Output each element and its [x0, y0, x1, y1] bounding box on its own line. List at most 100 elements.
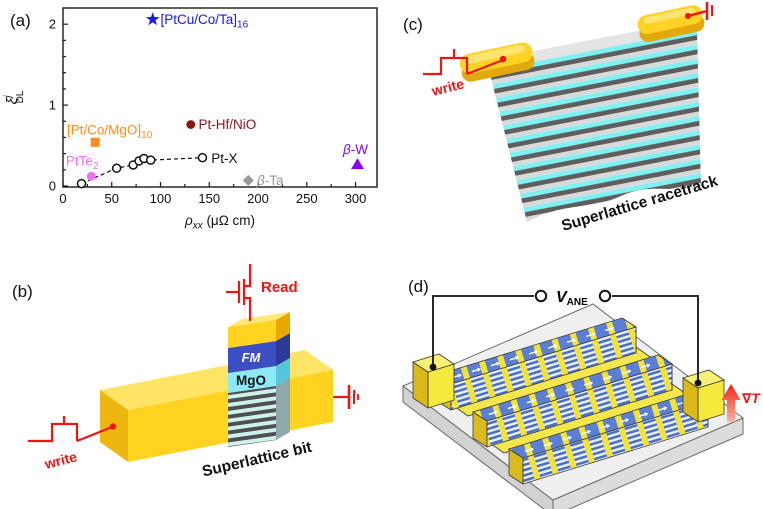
ground-icon — [687, 2, 713, 20]
axes-box — [62, 7, 378, 188]
marker-[PtCu/Co/Ta]16 — [145, 12, 160, 26]
bit-arrow-head — [553, 344, 557, 349]
y-tick-label: 2 — [49, 17, 56, 32]
cap-side-face — [276, 312, 290, 341]
mgo-side-face — [276, 358, 290, 386]
annotation-[Pt/Co/MgO]10: [Pt/Co/MgO]10 — [67, 123, 153, 142]
panel-a-spin-torque-chart: (a) 0 50 100 150 200 250 300 0 1 2 ρxx (μΩ cm) ξjDL… — [3, 7, 378, 232]
bit-arrow-head — [548, 441, 553, 446]
panel-b-bit-diagram: (b) FM MgO — [12, 264, 359, 481]
bit-arrow-head — [476, 367, 481, 372]
x-tick-label: 150 — [198, 191, 220, 206]
x-tick-label: 0 — [59, 191, 66, 206]
bit-arrow-head — [625, 418, 629, 423]
marker-PtTe2 — [86, 171, 96, 181]
annotation-β-Ta: β-Ta — [256, 173, 284, 188]
chart-area: 0 50 100 150 200 250 300 0 1 2 ρxx (μΩ cm) ξjDL Pt-X… — [3, 7, 378, 232]
annotation-Pt-Hf/NiO: Pt-Hf/NiO — [199, 117, 257, 132]
ground-contact-dot — [685, 13, 691, 19]
panel-tag-a: (a) — [10, 11, 31, 30]
bit-arrow-head — [570, 387, 574, 392]
read-label: Read — [261, 279, 298, 296]
panel-tag-c: (c) — [403, 15, 423, 34]
bit-arrow-head — [493, 410, 498, 415]
bit-arrow-head — [457, 373, 462, 378]
annotation-[PtCu/Co/Ta]16: [PtCu/Co/Ta]16 — [161, 12, 249, 31]
annotation-PtTe2: PtTe2 — [66, 153, 99, 172]
y-axis-label: ξjDL — [3, 90, 26, 104]
mgo-label: MgO — [236, 373, 266, 388]
bit-pillar: FM MgO — [228, 312, 290, 447]
measurement-wires — [432, 295, 699, 383]
bit-arrow-head — [534, 350, 538, 355]
cap-front-face — [228, 320, 276, 348]
marker-Pt-X — [146, 155, 156, 165]
bit-arrow-head — [591, 332, 595, 337]
bit-arrow-head — [663, 406, 667, 411]
bit-arrow-head — [646, 363, 650, 368]
x-axis-label: ρxx (μΩ cm) — [184, 213, 255, 232]
bit-arrow-head — [572, 338, 576, 343]
write-pulse-icon-b — [28, 416, 113, 443]
fm-label: FM — [242, 350, 262, 365]
x-tick-label: 50 — [105, 191, 119, 206]
x-tick-label: 200 — [247, 191, 269, 206]
marker-Pt-X — [111, 163, 122, 173]
annotation-Pt-X: Pt-X — [211, 151, 237, 166]
superlattice-front-face — [228, 386, 276, 447]
racetrack-right-contact — [637, 5, 705, 42]
annotation-β-W: β-W — [342, 142, 368, 157]
write-pulse-icon — [423, 49, 504, 76]
voltage-terminal-left — [534, 289, 548, 303]
y-tick-label: 0 — [49, 179, 56, 194]
read-transistor-icon — [226, 264, 252, 321]
write-contact-dot-b — [109, 423, 117, 430]
terminal-top — [682, 369, 725, 389]
bit-arrow-head — [529, 447, 534, 452]
x-tick-label: 300 — [345, 191, 367, 206]
bit-arrow-head — [515, 355, 519, 361]
bit-arrow-head — [610, 326, 614, 331]
bit-arrow-head — [496, 361, 500, 367]
marker-β-W — [350, 158, 364, 170]
marker-[Pt/Co/MgO]10 — [90, 137, 100, 147]
mgo-front-face — [228, 366, 276, 393]
marker-Pt-X — [197, 152, 208, 163]
voltage-terminal-right — [598, 289, 612, 303]
bit-arrow-head — [532, 398, 536, 404]
x-tick-label: 250 — [296, 191, 318, 206]
y-tick-label: 1 — [49, 98, 56, 113]
bit-arrow-head — [627, 369, 631, 374]
x-tick-label: 100 — [150, 191, 172, 206]
bit-caption: Superlattice bit — [201, 439, 314, 481]
ground-icon-b — [333, 385, 359, 409]
marker-Pt-X — [76, 178, 87, 189]
panel-c-racetrack-diagram: (c) write Sup — [403, 2, 720, 235]
vane-label: VANE — [556, 289, 588, 308]
left-contact-highlight — [465, 44, 525, 64]
panel-d-array-diagram: (d) VANE ∇T — [402, 277, 761, 509]
racetrack-left-contact — [459, 42, 535, 82]
gradient-arrow-icon — [721, 384, 741, 422]
bit-arrow-head — [551, 392, 555, 398]
bit-arrow-head — [587, 429, 591, 435]
write-contact-dot — [499, 55, 507, 63]
bit-arrow-head — [606, 424, 610, 429]
superlattice-side-face — [276, 378, 290, 440]
write-label: write — [429, 75, 466, 99]
bit-arrow-head — [589, 381, 593, 386]
right-contact-highlight — [643, 7, 695, 24]
racetrack-superlattice-wall — [489, 30, 701, 222]
write-label-b: write — [42, 448, 79, 472]
bit-arrow-head — [512, 404, 517, 409]
panel-tag-d: (d) — [408, 277, 429, 296]
marker-β-Ta — [242, 174, 254, 186]
wire-contact-dot-right — [694, 379, 702, 387]
bit-array — [412, 317, 725, 485]
bit-arrow-head — [608, 375, 612, 380]
gradient-label: ∇T — [742, 391, 761, 406]
bit-arrow-head — [644, 412, 648, 417]
fm-side-face — [276, 333, 290, 366]
marker-Pt-Hf/NiO — [186, 120, 196, 129]
